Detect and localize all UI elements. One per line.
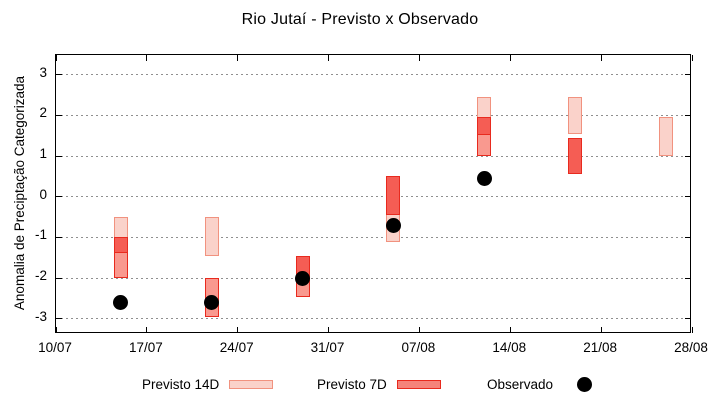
observado-dot — [476, 170, 492, 186]
x-tick-mark — [328, 327, 330, 333]
gridline — [56, 236, 690, 238]
previsto-7d-upper-segment — [478, 118, 491, 136]
gridline — [56, 114, 690, 116]
gridline — [56, 74, 690, 76]
x-tick-mark — [691, 327, 693, 333]
x-tick-label: 24/07 — [219, 340, 254, 355]
previsto-7d-swatch — [396, 379, 441, 389]
previsto-14d-box — [204, 217, 219, 256]
observado-dot — [385, 217, 401, 233]
previsto-7d-box — [386, 176, 401, 216]
x-tick-mark — [418, 55, 420, 61]
y-tick-label: 0 — [39, 186, 47, 202]
x-tick-label: 07/08 — [401, 340, 436, 355]
x-tick-mark — [418, 327, 420, 333]
x-tick-label: 31/07 — [310, 340, 345, 355]
gridline — [56, 277, 690, 279]
observado-dot — [295, 270, 311, 286]
previsto-7d-box — [477, 117, 492, 156]
y-tick-mark — [685, 318, 691, 320]
y-tick-mark — [56, 196, 62, 198]
x-tick-mark — [600, 55, 602, 61]
legend-label: Previsto 14D — [142, 376, 220, 392]
x-tick-mark — [146, 327, 148, 333]
y-tick-label: 1 — [39, 146, 47, 161]
y-tick-mark — [685, 196, 691, 198]
x-tick-mark — [691, 55, 693, 61]
plot-area — [55, 54, 693, 333]
gridline — [56, 318, 690, 320]
y-tick-mark — [685, 236, 691, 238]
y-tick-mark — [56, 74, 62, 76]
y-tick-mark — [685, 74, 691, 76]
x-tick-label: 28/08 — [674, 340, 708, 355]
y-tick-label: 2 — [39, 105, 47, 121]
y-tick-mark — [56, 236, 62, 238]
observado-dot — [204, 295, 220, 311]
x-tick-mark — [237, 327, 239, 333]
chart-title: Rio Jutaí - Previsto x Observado — [241, 11, 479, 28]
y-tick-mark — [685, 155, 691, 157]
x-tick-mark — [55, 327, 57, 333]
y-tick-label: -2 — [34, 268, 47, 284]
x-tick-label: 17/07 — [128, 340, 163, 355]
x-tick-mark — [509, 327, 511, 333]
x-tick-label: 21/08 — [583, 340, 618, 355]
legend-item-box7: Previsto 7D — [317, 374, 441, 394]
observado-swatch — [577, 376, 593, 392]
gridline — [56, 155, 690, 157]
previsto-7d-upper-segment — [114, 238, 127, 254]
x-tick-mark — [600, 327, 602, 333]
y-tick-label: -1 — [34, 227, 47, 243]
x-tick-mark — [509, 55, 511, 61]
previsto-7d-box — [568, 137, 583, 175]
legend-label: Observado — [487, 376, 554, 392]
observado-dot — [113, 295, 129, 311]
y-tick-label: -3 — [34, 308, 47, 324]
y-tick-mark — [56, 155, 62, 157]
legend-item-dot: Observado — [487, 374, 593, 394]
y-tick-mark — [685, 114, 691, 116]
gridline — [56, 196, 690, 198]
y-tick-mark — [685, 277, 691, 279]
y-tick-label: 3 — [39, 64, 47, 80]
x-tick-label: 14/08 — [492, 340, 527, 355]
x-tick-mark — [55, 55, 57, 61]
y-tick-mark — [56, 114, 62, 116]
previsto-7d-box — [113, 237, 128, 279]
x-tick-mark — [146, 55, 148, 61]
x-tick-mark — [237, 55, 239, 61]
legend-label: Previsto 7D — [317, 376, 387, 392]
y-tick-mark — [56, 277, 62, 279]
previsto-14d-swatch — [229, 379, 274, 389]
y-tick-mark — [56, 318, 62, 320]
previsto-14d-box — [568, 96, 583, 134]
x-tick-label: 10/07 — [38, 340, 72, 355]
legend-item-box14: Previsto 14D — [142, 374, 274, 394]
previsto-14d-box — [659, 117, 674, 156]
x-tick-mark — [328, 55, 330, 61]
